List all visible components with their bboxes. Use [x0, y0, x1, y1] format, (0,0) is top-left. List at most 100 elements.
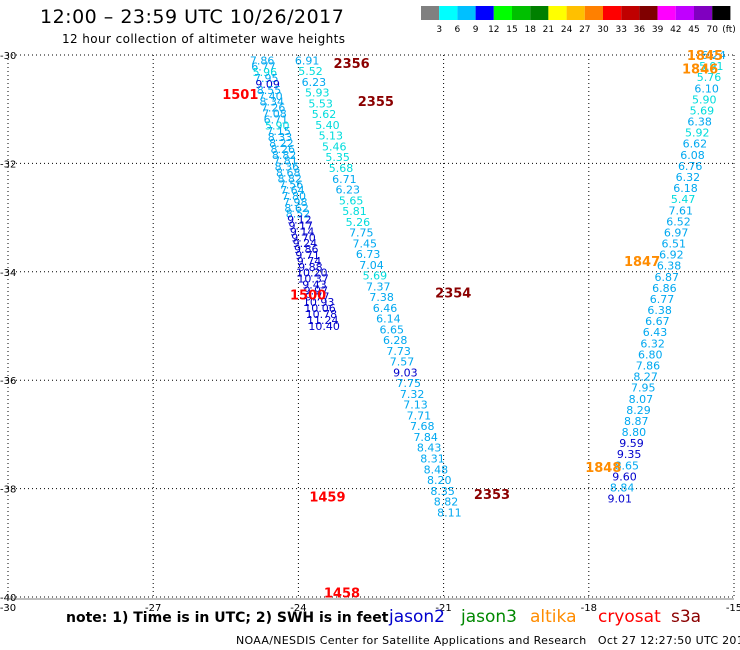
wave-height-point: 6.92: [659, 249, 684, 262]
y-tick-label: -40: [0, 593, 16, 604]
wave-height-point: 8.68: [276, 166, 301, 179]
wave-height-point: 7.13: [403, 399, 428, 412]
legend-label: 30: [597, 25, 609, 35]
wave-height-point: 9.01: [608, 493, 633, 506]
wave-height-point: 7.32: [400, 388, 425, 401]
legend-swatch: [675, 6, 694, 20]
wave-height-point: 9.03: [393, 366, 418, 379]
wave-height-point: 8.80: [622, 426, 647, 439]
wave-height-point: 8.52: [286, 208, 311, 221]
x-tick-label: -21: [435, 603, 451, 614]
wave-height-point: 8.26: [271, 143, 296, 156]
wave-height-point: 8.48: [424, 463, 449, 476]
legend-label: 36: [634, 25, 646, 35]
legend-swatch: [603, 6, 622, 20]
track-time-label: 2354: [435, 286, 471, 301]
wave-height-point: 5.68: [329, 162, 354, 175]
wave-height-point: 9.12: [287, 214, 312, 227]
wave-height-point: 5.76: [697, 71, 722, 84]
wave-height-point: 5.65: [339, 194, 364, 207]
wave-height-point: 7.45: [352, 237, 377, 250]
wave-height-point: 6.71: [264, 113, 289, 126]
wave-height-point: 10.06: [304, 302, 336, 315]
wave-height-point: 6.80: [638, 348, 663, 361]
wave-height-point: 5.47: [671, 193, 696, 206]
wave-height-point: 8.82: [272, 149, 297, 162]
legend-altika: altika: [530, 607, 577, 627]
wave-height-point: 7.71: [407, 409, 432, 422]
wave-height-point: 7.75: [397, 377, 422, 390]
wave-height-point: 9.43: [302, 279, 327, 292]
wave-height-point: 6.23: [336, 184, 361, 197]
page-subtitle: 12 hour collection of altimeter wave hei…: [62, 32, 346, 46]
legend-swatch: [639, 6, 658, 20]
wave-height-point: 6.71: [332, 173, 357, 186]
track-time-label: 1845: [687, 49, 723, 64]
wave-height-point: 8.84: [610, 481, 635, 494]
wave-height-point: 7.81: [273, 155, 298, 168]
wave-height-point: 8.43: [417, 442, 442, 455]
legend-label: 45: [688, 25, 699, 35]
wave-height-point: 7.86: [636, 360, 661, 373]
legend-swatch: [457, 6, 476, 20]
legend-label: 3: [436, 25, 442, 35]
footer-credit: NOAA/NESDIS Center for Satellite Applica…: [236, 634, 740, 647]
wave-height-point: 8.62: [284, 202, 309, 215]
wave-height-point: 6.77: [251, 60, 276, 73]
wave-height-point: 7.95: [631, 382, 656, 395]
wave-height-point: 6.32: [640, 337, 665, 350]
wave-height-point: 7.04: [359, 259, 384, 272]
wave-height-point: 8.33: [268, 131, 293, 144]
wave-height-point: 8.31: [420, 452, 445, 465]
x-tick-label: -18: [581, 603, 597, 614]
wave-height-point: 6.32: [676, 171, 701, 184]
wave-height-point: 6.51: [662, 238, 687, 251]
wave-height-point: 7.26: [261, 102, 286, 115]
track-time-label: 1500: [290, 289, 326, 304]
x-tick-label: -27: [145, 603, 161, 614]
wave-height-point: 9.59: [619, 437, 644, 450]
wave-height-point: 6.18: [673, 182, 698, 195]
wave-height-point: 8.55: [257, 84, 282, 97]
legend-label: 21: [543, 25, 554, 35]
legend-label: 24: [561, 25, 573, 35]
wave-height-point: 8.35: [430, 485, 455, 498]
wave-height-point: 5.91: [699, 60, 724, 73]
wave-height-point: 6.24: [701, 49, 726, 62]
wave-height-point: 7.98: [283, 196, 308, 209]
wave-height-point: 6.97: [664, 226, 689, 239]
wave-height-point: 9.17: [288, 220, 313, 233]
track-time-label: 2353: [474, 488, 510, 503]
wave-height-point: 7.15: [266, 125, 291, 138]
x-tick-label: -30: [0, 603, 16, 614]
wave-height-point: 7.57: [390, 356, 415, 369]
note-text: note: 1) Time is in UTC; 2) SWH is in fe…: [66, 610, 389, 626]
page-title: 12:00 – 23:59 UTC 10/26/2017: [40, 6, 345, 28]
y-tick-label: -32: [0, 159, 16, 170]
wave-height-point: 6.77: [650, 293, 675, 306]
wave-height-point: 7.56: [279, 178, 304, 191]
y-tick-label: -38: [0, 485, 16, 496]
legend-unit: (ft): [722, 25, 736, 35]
wave-height-point: 6.91: [295, 54, 320, 67]
legend-swatch: [566, 6, 585, 20]
legend-swatch: [512, 6, 531, 20]
wave-height-point: 8.29: [626, 404, 651, 417]
x-tick-label: -24: [290, 603, 306, 614]
legend-swatch: [712, 6, 731, 20]
wave-height-point: 6.52: [666, 215, 691, 228]
wave-height-point: 10.93: [303, 296, 335, 309]
legend-label: 39: [652, 25, 664, 35]
wave-height-point: 6.65: [380, 323, 405, 336]
wave-height-point: 5.53: [308, 97, 333, 110]
wave-height-point: 9.86: [294, 243, 319, 256]
legend-label: 70: [706, 25, 718, 35]
legend-jason3: jason3: [461, 607, 517, 627]
legend-swatch: [421, 6, 440, 20]
legend-label: 27: [579, 25, 590, 35]
wave-height-point: 8.87: [624, 415, 649, 428]
legend-label: 18: [524, 25, 536, 35]
track-time-label: 1847: [624, 255, 660, 270]
wave-height-point: 6.38: [687, 116, 712, 129]
